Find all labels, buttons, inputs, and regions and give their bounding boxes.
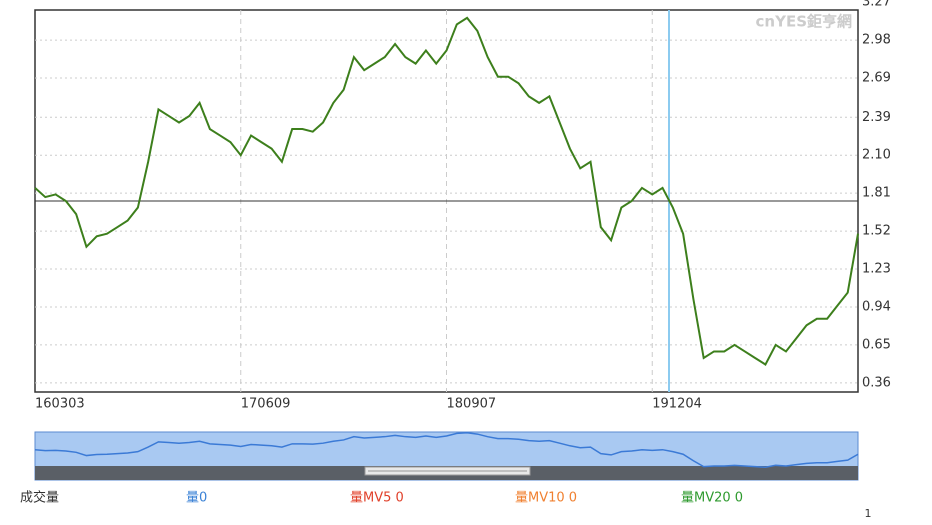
- footer-text: 1: [865, 507, 872, 520]
- watermark: cnYES鉅亨網: [756, 13, 852, 31]
- navigator-line: [34, 432, 859, 469]
- y-tick-label: 1.81: [862, 186, 891, 201]
- y-tick-label: 2.98: [862, 33, 891, 48]
- y-tick-label: 2.39: [862, 110, 891, 125]
- legend-entry: 成交量: [20, 490, 59, 506]
- y-tick-label: 1.23: [862, 262, 891, 277]
- legend-entry: 量MV20 0: [681, 491, 743, 506]
- y-tick-label: 2.69: [862, 71, 891, 86]
- legend-entry: 量MV10 0: [515, 491, 577, 506]
- y-tick-label: 3.27: [862, 0, 891, 10]
- price-line: [34, 16, 859, 366]
- x-tick-label: 180907: [447, 397, 497, 412]
- x-tick-label: 170609: [241, 397, 291, 412]
- y-tick-label: 0.65: [862, 337, 891, 352]
- y-tick-label: 0.94: [862, 299, 891, 314]
- x-tick-label: 160303: [35, 397, 85, 412]
- y-tick-label: 0.36: [862, 375, 891, 390]
- x-tick-label: 191204: [652, 397, 702, 412]
- legend-entry: 量MV5 0: [350, 491, 404, 506]
- y-tick-label: 1.52: [862, 224, 891, 239]
- y-tick-label: 2.10: [862, 148, 891, 163]
- legend-entry: 量0: [186, 491, 207, 506]
